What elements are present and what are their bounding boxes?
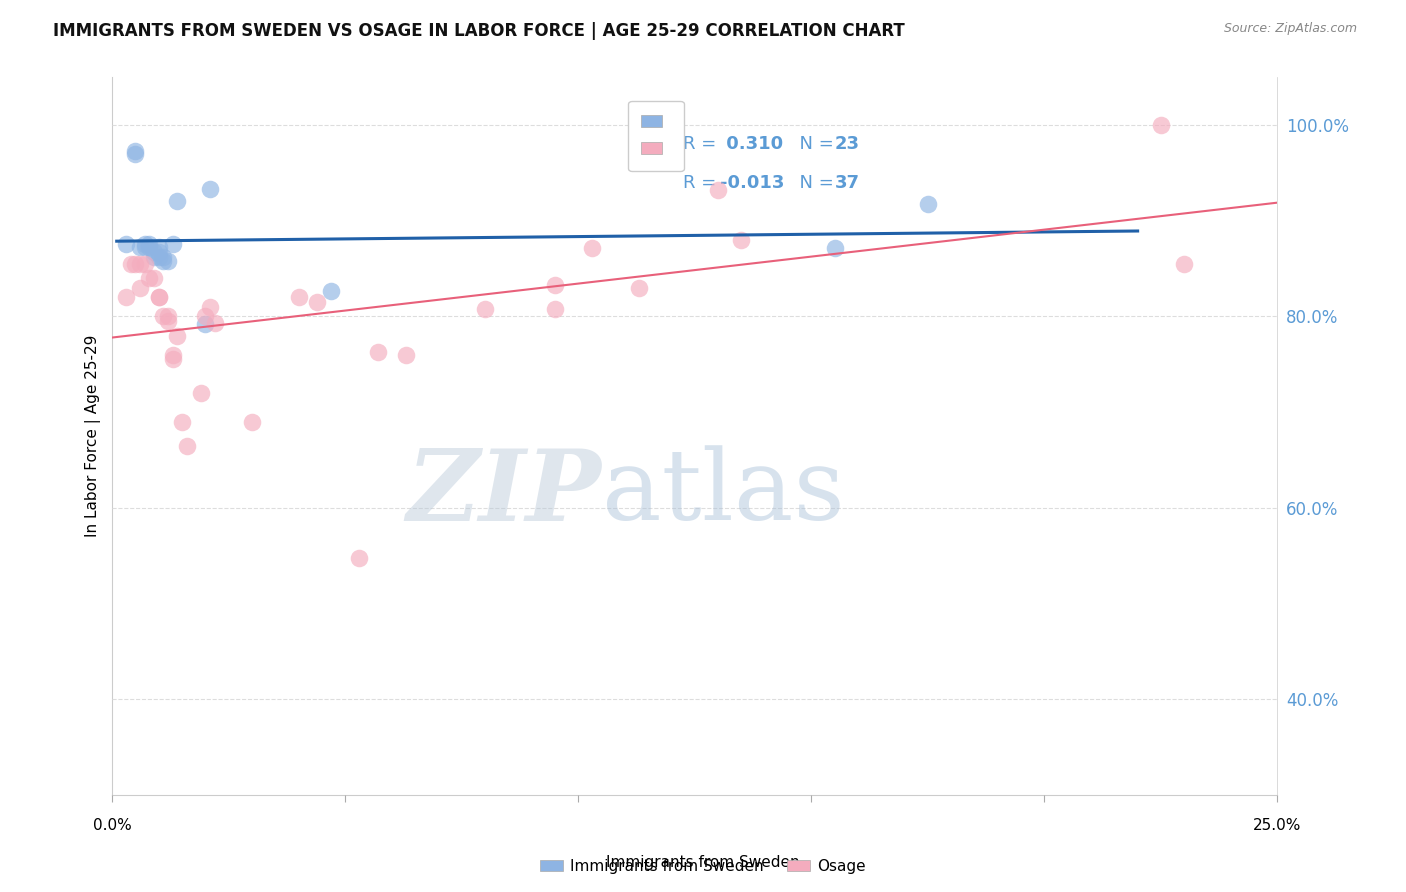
Point	[156, 254, 179, 268]
Point	[156, 314, 179, 328]
Point	[166, 194, 188, 208]
Point	[176, 438, 198, 452]
Point	[287, 290, 309, 304]
Text: IMMIGRANTS FROM SWEDEN VS OSAGE IN LABOR FORCE | AGE 25-29 CORRELATION CHART: IMMIGRANTS FROM SWEDEN VS OSAGE IN LABOR…	[53, 22, 905, 40]
Point	[143, 245, 166, 260]
Text: N =: N =	[787, 135, 839, 153]
Text: Source: ZipAtlas.com: Source: ZipAtlas.com	[1223, 22, 1357, 36]
Point	[120, 257, 142, 271]
Point	[240, 415, 263, 429]
Point	[152, 250, 174, 264]
Point	[198, 182, 221, 196]
Point	[581, 241, 603, 255]
Text: 0.310: 0.310	[720, 135, 783, 153]
Point	[204, 316, 226, 330]
Point	[194, 317, 217, 331]
Point	[129, 281, 152, 295]
Point	[148, 250, 170, 264]
Point	[134, 236, 156, 251]
Point	[138, 240, 160, 254]
Point	[824, 241, 846, 255]
Point	[156, 310, 179, 324]
Point	[162, 236, 184, 251]
Point	[152, 254, 174, 268]
Point	[347, 551, 370, 566]
Point	[138, 236, 160, 251]
Point	[1150, 118, 1173, 132]
Point	[198, 300, 221, 314]
Text: R =: R =	[683, 174, 723, 193]
Point	[143, 250, 166, 264]
Point	[707, 183, 730, 197]
Point	[129, 257, 152, 271]
Point	[917, 196, 939, 211]
Point	[129, 240, 152, 254]
Point	[148, 290, 170, 304]
Point	[194, 310, 217, 324]
Point	[152, 310, 174, 324]
Point	[627, 281, 650, 295]
Point	[124, 147, 146, 161]
Point	[138, 271, 160, 285]
Point	[544, 301, 567, 316]
Y-axis label: In Labor Force | Age 25-29: In Labor Force | Age 25-29	[86, 334, 101, 537]
Point	[321, 284, 343, 298]
Point	[148, 240, 170, 254]
Text: R =: R =	[683, 135, 723, 153]
Point	[307, 295, 329, 310]
Point	[730, 233, 752, 247]
Point	[367, 344, 389, 359]
Point	[162, 352, 184, 367]
Text: 0.0%: 0.0%	[93, 818, 131, 833]
Point	[190, 386, 212, 401]
Text: 25.0%: 25.0%	[1253, 818, 1302, 833]
Point	[474, 301, 496, 316]
Point	[124, 144, 146, 158]
Point	[115, 236, 138, 251]
Point	[134, 240, 156, 254]
Point	[148, 290, 170, 304]
Text: 23: 23	[835, 135, 859, 153]
Point	[170, 415, 193, 429]
Text: N =: N =	[787, 174, 839, 193]
Text: atlas: atlas	[602, 445, 844, 541]
Point	[148, 245, 170, 260]
Point	[544, 277, 567, 292]
Legend: Immigrants from Sweden, Osage: Immigrants from Sweden, Osage	[534, 853, 872, 880]
Text: -0.013: -0.013	[720, 174, 785, 193]
Point	[134, 257, 156, 271]
Point	[162, 348, 184, 362]
Point	[395, 348, 418, 362]
Text: Immigrants from Sweden: Immigrants from Sweden	[606, 855, 800, 870]
Text: 37: 37	[835, 174, 859, 193]
Point	[115, 290, 138, 304]
Point	[1173, 257, 1195, 271]
Point	[124, 257, 146, 271]
Point	[166, 328, 188, 343]
Text: ZIP: ZIP	[406, 445, 602, 541]
Point	[143, 271, 166, 285]
Legend: , : ,	[628, 101, 683, 171]
